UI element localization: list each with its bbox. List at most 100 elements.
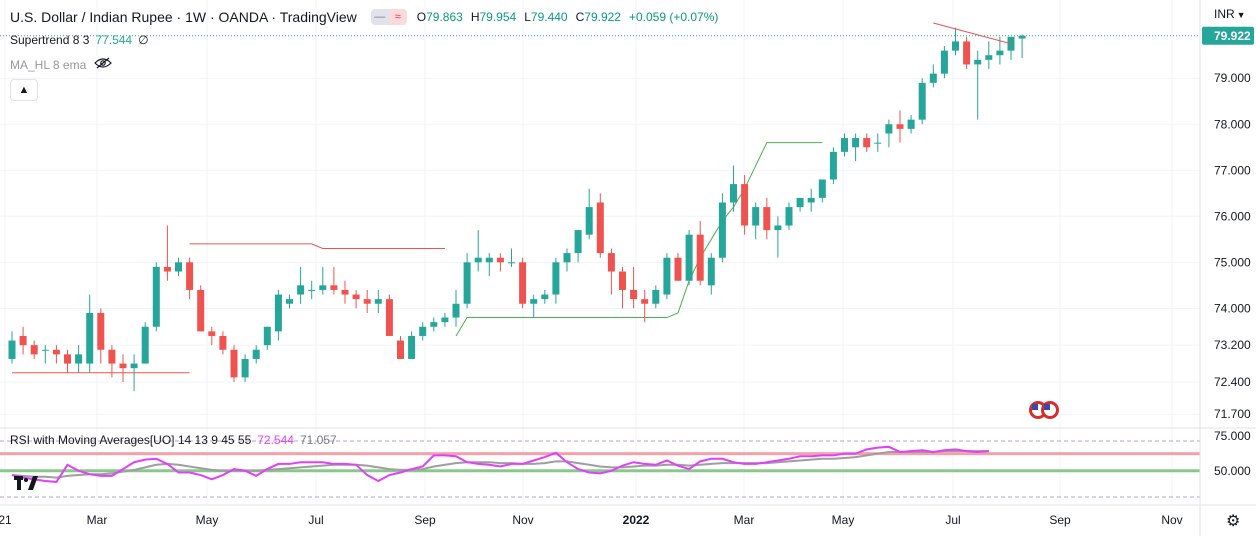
candle <box>341 280 349 304</box>
candle-body <box>374 299 382 304</box>
candle-body <box>874 142 882 144</box>
candle-body <box>985 55 993 60</box>
candle-body <box>108 349 116 364</box>
indicator-toggle[interactable]: — ≈ <box>370 9 407 25</box>
candle-body <box>241 358 249 378</box>
candle-body <box>186 262 194 290</box>
candle-body <box>97 312 105 350</box>
candle-body <box>430 322 438 327</box>
candle <box>252 345 260 364</box>
candle-body <box>752 207 760 226</box>
candle <box>119 354 127 382</box>
candle <box>452 289 460 327</box>
candle-body <box>86 312 94 364</box>
chevron-up-icon[interactable]: ▲ <box>10 79 38 101</box>
rsi-level-low <box>0 469 1200 473</box>
candle <box>108 345 116 378</box>
candle <box>230 345 238 382</box>
candle-body <box>496 257 504 263</box>
candle-body <box>818 179 826 198</box>
supertrend-legend[interactable]: Supertrend 8 3 77.544 ∅ <box>10 33 149 47</box>
candle-body <box>907 119 915 129</box>
candle-body <box>330 285 338 290</box>
candle-body <box>829 151 837 180</box>
candle <box>408 331 416 359</box>
supertrend-up-line <box>455 142 823 337</box>
legend-title-row: U.S. Dollar / Indian Rupee · 1W · OANDA … <box>10 9 726 25</box>
candle-body <box>652 289 660 304</box>
candle <box>97 308 105 364</box>
ohlc-close: C79.922 <box>575 10 621 24</box>
candle-body <box>385 299 393 336</box>
ohlc-high: H79.954 <box>470 10 517 24</box>
candle-body <box>596 202 604 254</box>
rsi-legend[interactable]: RSI with Moving Averages[UO] 14 13 9 45 … <box>10 433 337 447</box>
symbol-title[interactable]: U.S. Dollar / Indian Rupee · 1W · OANDA … <box>10 9 357 25</box>
x-tick-label: Nov <box>1161 513 1182 527</box>
x-tick-label: Jul <box>308 513 323 527</box>
candle <box>219 331 227 355</box>
candle <box>952 27 959 56</box>
candle <box>541 289 549 304</box>
candle-body <box>463 262 471 304</box>
candle-body <box>286 299 293 304</box>
candle <box>208 326 216 346</box>
us-flag-icon[interactable] <box>1029 401 1059 419</box>
x-tick-label: Sep <box>414 513 436 527</box>
candle-body <box>707 257 715 286</box>
candle <box>1007 36 1015 60</box>
candle-body <box>452 303 460 318</box>
rsi-pane <box>0 440 1200 498</box>
candle-body <box>219 335 227 350</box>
candle <box>274 289 282 341</box>
candle <box>297 266 305 304</box>
candle <box>896 110 904 143</box>
x-tick-label: 21 <box>0 513 12 527</box>
candle <box>552 257 560 304</box>
candle <box>774 216 782 258</box>
candle-body <box>175 262 182 272</box>
minus-icon[interactable]: — <box>370 9 389 25</box>
y-tick-label: 77.000 <box>1214 163 1251 177</box>
y-tick-label: 75.000 <box>1214 255 1251 269</box>
eye-off-icon[interactable] <box>94 57 113 72</box>
candle <box>308 280 316 300</box>
candle <box>485 253 493 277</box>
x-tick-label: Mar <box>87 513 108 527</box>
candle <box>985 41 993 70</box>
candle <box>263 326 271 350</box>
currency-selector[interactable]: INR ▼ <box>1214 7 1246 21</box>
ma-legend[interactable]: MA_HL 8 ema <box>10 57 113 72</box>
candle <box>585 188 593 240</box>
candle-body <box>297 285 305 295</box>
candle <box>929 64 937 88</box>
candle <box>907 115 915 134</box>
candle-body <box>541 294 549 300</box>
candle <box>241 354 249 382</box>
candle <box>374 289 382 313</box>
y-tick-label: 72.400 <box>1214 375 1251 389</box>
candle-body <box>319 285 327 290</box>
candle-body <box>252 349 260 359</box>
wave-icon[interactable]: ≈ <box>388 9 407 25</box>
rsi-ma-value: 71.057 <box>299 433 337 447</box>
candle-body <box>918 82 926 120</box>
candle <box>52 345 60 364</box>
candle-body <box>19 335 27 346</box>
candle-body <box>896 124 904 129</box>
candle <box>807 188 815 212</box>
y-tick-label: 78.000 <box>1214 117 1251 131</box>
candle-body <box>718 202 726 258</box>
candle-body <box>574 230 582 254</box>
y-tick-label: 76.000 <box>1214 209 1251 223</box>
candle-body <box>674 257 682 281</box>
candle <box>829 147 837 185</box>
candle <box>818 179 826 203</box>
gear-icon[interactable]: ⚙ <box>1226 513 1241 530</box>
candle <box>508 248 515 267</box>
x-tick-label: May <box>832 513 855 527</box>
candle <box>752 202 760 240</box>
candle-body <box>619 271 626 290</box>
ma-label: MA_HL 8 ema <box>10 57 87 72</box>
